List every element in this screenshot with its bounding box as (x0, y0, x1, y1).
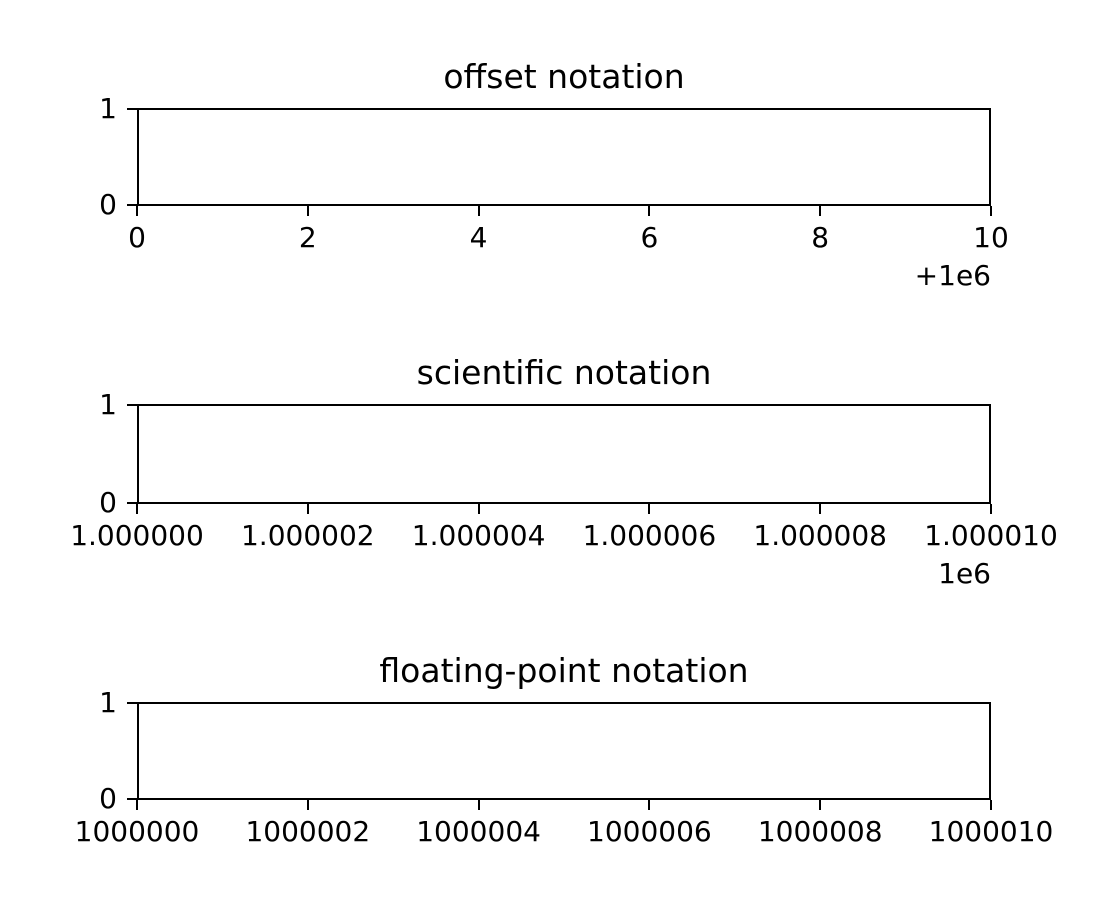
x-tick-mark (990, 504, 992, 514)
x-tick-label: 2 (298, 221, 317, 254)
x-tick-mark (819, 800, 822, 810)
x-tick-label: 1.000004 (411, 519, 546, 552)
y-tick-label: 0 (99, 187, 117, 221)
plot-title: offset notation (443, 56, 685, 96)
y-tick-mark (127, 798, 137, 800)
top-spine (137, 108, 991, 110)
x-tick-mark (477, 206, 480, 216)
x-axis-offset-label: +1e6 (914, 259, 991, 292)
x-tick-label: 1000008 (757, 815, 883, 848)
x-tick-mark (648, 206, 651, 216)
right-spine (989, 702, 991, 800)
x-tick-label: 1000004 (416, 815, 541, 848)
x-tick-mark (819, 504, 822, 514)
left-spine (137, 108, 139, 206)
x-tick-mark (648, 504, 651, 514)
x-tick-label: 1.000008 (753, 519, 887, 552)
subplot-scientific-notation: scientific notation 1 0 1.000000 1.00000… (70, 354, 1058, 590)
y-tick-label: 1 (99, 387, 117, 421)
left-spine (137, 702, 139, 800)
x-tick-mark (306, 800, 309, 810)
plot-title: scientific notation (416, 352, 712, 392)
plot-title: floating-point notation (379, 650, 749, 690)
top-spine (137, 702, 991, 704)
x-tick-label: 1000000 (74, 815, 200, 848)
right-spine (989, 404, 991, 504)
x-tick-label: 4 (469, 221, 488, 254)
x-tick-mark (477, 504, 480, 514)
y-tick-label: 1 (99, 91, 117, 125)
x-tick-mark (306, 206, 309, 216)
right-spine (989, 108, 991, 206)
x-tick-mark (136, 504, 138, 514)
bottom-spine (137, 502, 991, 504)
x-tick-mark (306, 504, 309, 514)
subplot-offset-notation: offset notation 1 0 0 2 4 6 8 10 +1e6 (99, 58, 1009, 292)
y-tick-label: 0 (99, 485, 117, 519)
y-tick-label: 0 (99, 781, 117, 815)
y-tick-mark (127, 204, 137, 206)
x-tick-mark (477, 800, 480, 810)
subplot-floating-point-notation: floating-point notation 1 0 1000000 1000… (75, 652, 1054, 848)
x-tick-label: 1.000000 (70, 519, 204, 552)
x-tick-label: 1000006 (587, 815, 712, 848)
y-tick-label: 1 (99, 685, 117, 719)
x-tick-label: 0 (128, 221, 146, 254)
top-spine (137, 404, 991, 406)
left-spine (137, 404, 139, 504)
x-axis-offset-label: 1e6 (938, 557, 991, 590)
bottom-spine (137, 204, 991, 206)
x-tick-mark (990, 800, 992, 810)
x-tick-label: 1.000010 (924, 519, 1058, 552)
y-tick-mark (127, 702, 137, 704)
x-tick-mark (648, 800, 651, 810)
x-tick-label: 8 (811, 221, 830, 254)
x-tick-label: 10 (973, 221, 1009, 254)
x-tick-mark (990, 206, 992, 216)
bottom-spine (137, 798, 991, 800)
y-tick-mark (127, 404, 137, 406)
x-tick-label: 1000002 (245, 815, 371, 848)
y-tick-mark (127, 108, 137, 110)
x-tick-label: 1000010 (928, 815, 1054, 848)
x-tick-label: 6 (640, 221, 659, 254)
x-tick-label: 1.000002 (240, 519, 375, 552)
x-tick-mark (136, 206, 138, 216)
x-tick-label: 1.000006 (582, 519, 717, 552)
x-tick-mark (819, 206, 822, 216)
y-tick-mark (127, 502, 137, 504)
x-tick-mark (136, 800, 138, 810)
